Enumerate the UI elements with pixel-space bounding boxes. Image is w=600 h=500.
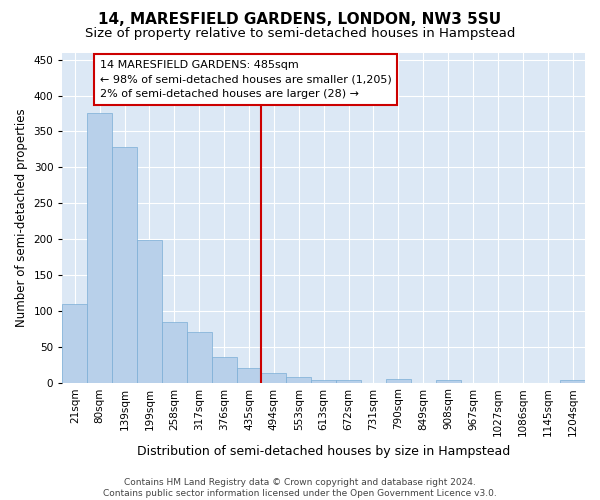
Bar <box>162 322 187 382</box>
Bar <box>386 379 411 382</box>
Bar <box>187 332 212 382</box>
Bar <box>311 380 336 382</box>
Text: 14 MARESFIELD GARDENS: 485sqm
← 98% of semi-detached houses are smaller (1,205)
: 14 MARESFIELD GARDENS: 485sqm ← 98% of s… <box>100 60 391 100</box>
Bar <box>336 380 361 382</box>
Bar <box>436 380 461 382</box>
Bar <box>236 368 262 382</box>
Bar <box>560 380 585 382</box>
Bar <box>62 304 87 382</box>
Bar <box>262 373 286 382</box>
Bar <box>112 147 137 382</box>
Y-axis label: Number of semi-detached properties: Number of semi-detached properties <box>15 108 28 327</box>
Bar <box>137 240 162 382</box>
Text: Size of property relative to semi-detached houses in Hampstead: Size of property relative to semi-detach… <box>85 28 515 40</box>
Bar <box>212 358 236 382</box>
Bar <box>87 114 112 382</box>
Text: 14, MARESFIELD GARDENS, LONDON, NW3 5SU: 14, MARESFIELD GARDENS, LONDON, NW3 5SU <box>98 12 502 28</box>
X-axis label: Distribution of semi-detached houses by size in Hampstead: Distribution of semi-detached houses by … <box>137 444 510 458</box>
Bar <box>286 377 311 382</box>
Text: Contains HM Land Registry data © Crown copyright and database right 2024.
Contai: Contains HM Land Registry data © Crown c… <box>103 478 497 498</box>
